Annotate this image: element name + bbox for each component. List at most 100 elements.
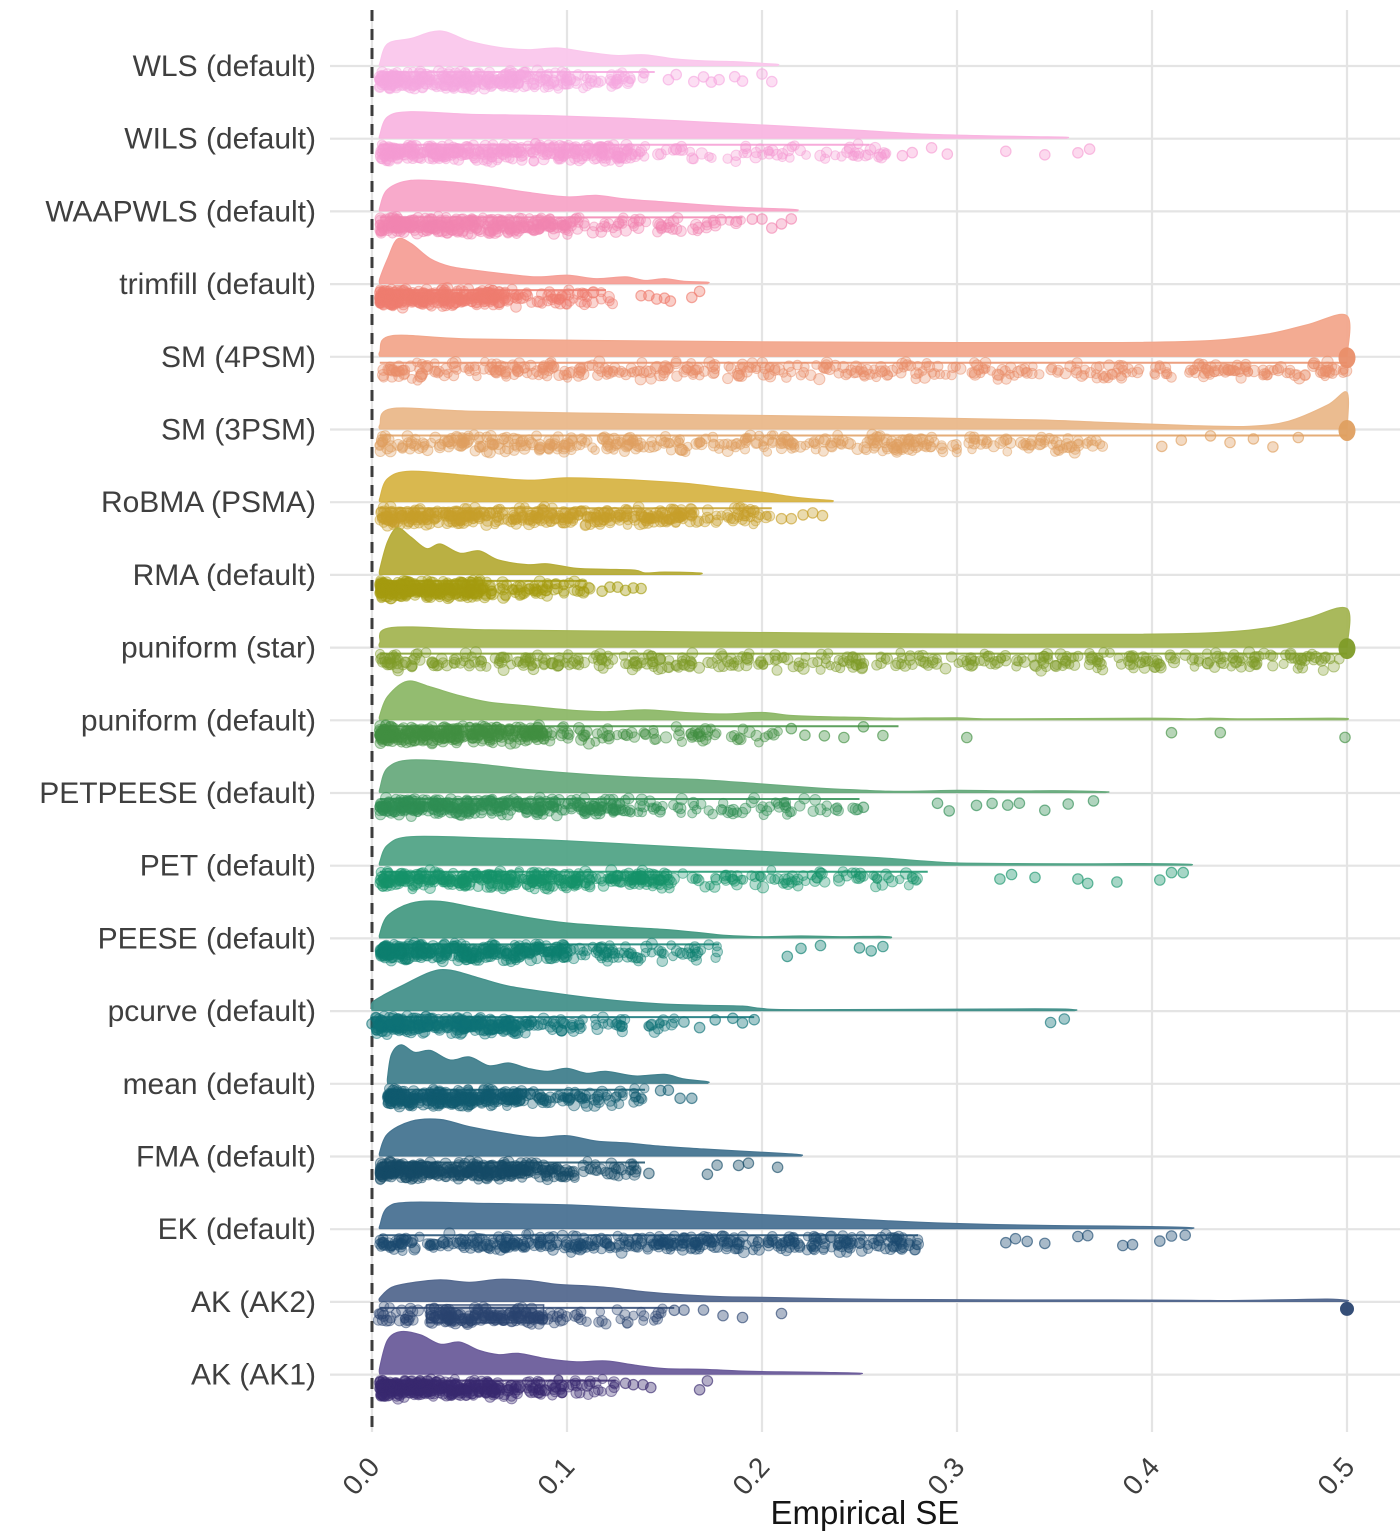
data-point (394, 582, 405, 593)
data-point (878, 437, 891, 449)
data-point (576, 798, 587, 809)
data-point (482, 214, 495, 226)
data-point (743, 725, 756, 739)
y-axis-label: SM (3PSM) (161, 414, 316, 447)
data-point (730, 441, 741, 453)
data-point (984, 657, 997, 670)
outlier-point (857, 801, 870, 814)
data-point (551, 660, 564, 672)
data-point (607, 365, 619, 376)
data-point (807, 657, 819, 669)
data-point (499, 286, 511, 298)
density-shape (378, 179, 799, 212)
data-point (527, 663, 540, 676)
data-point (1155, 661, 1167, 674)
data-point (570, 145, 581, 156)
data-point (493, 152, 504, 164)
data-point (457, 731, 469, 743)
data-point (378, 581, 391, 594)
data-point (398, 294, 411, 307)
data-point (477, 291, 490, 304)
data-point (754, 737, 764, 748)
data-point (501, 431, 512, 443)
data-point (766, 430, 777, 441)
data-point (499, 804, 511, 815)
data-point (375, 227, 386, 238)
data-point (478, 362, 490, 375)
points-group (374, 646, 1345, 677)
data-point (675, 225, 687, 237)
data-point (562, 373, 573, 383)
data-point (947, 439, 959, 452)
data-point (380, 720, 391, 731)
density-shape (378, 391, 1350, 430)
y-axis-label: WAAPWLS (default) (45, 195, 316, 228)
data-point (600, 656, 612, 667)
data-point (652, 879, 663, 890)
outlier-point (785, 213, 798, 225)
outlier-point (785, 512, 798, 525)
data-point (961, 655, 972, 666)
data-point (904, 650, 916, 662)
data-point (862, 149, 874, 161)
density-shape (378, 527, 703, 575)
data-point (481, 510, 493, 522)
data-point (442, 800, 454, 812)
data-point (414, 583, 426, 596)
data-point (921, 361, 931, 371)
data-point (773, 801, 785, 813)
data-point (428, 660, 440, 672)
data-point (454, 576, 465, 587)
data-point (1056, 652, 1069, 665)
data-point (510, 145, 523, 158)
data-point (557, 517, 570, 529)
data-point (491, 730, 504, 743)
data-point (1307, 359, 1320, 372)
outlier-point (775, 512, 788, 525)
data-point (866, 428, 879, 441)
data-point (440, 300, 452, 312)
data-point (457, 517, 470, 529)
data-point (603, 150, 615, 161)
data-point (652, 664, 664, 676)
data-point (509, 361, 519, 372)
data-point (1086, 435, 1097, 446)
data-point (688, 507, 700, 518)
data-point (623, 806, 634, 817)
data-point (573, 154, 585, 167)
data-point (540, 725, 553, 739)
data-point (519, 363, 530, 374)
data-point (543, 68, 554, 79)
data-point (533, 791, 546, 804)
data-point (526, 218, 539, 231)
data-point (681, 361, 694, 374)
data-point (690, 516, 703, 528)
data-point (717, 650, 728, 662)
data-point (504, 737, 517, 750)
data-point (424, 299, 435, 311)
data-point (733, 512, 744, 523)
data-point (753, 659, 764, 670)
row-puniform-default- (373, 680, 1351, 750)
data-point (1026, 367, 1038, 380)
data-point (440, 212, 452, 223)
outlier-point (877, 729, 889, 742)
data-point (376, 69, 387, 81)
data-point (547, 227, 560, 240)
data-point (711, 514, 724, 527)
data-point (1240, 361, 1251, 373)
data-point (921, 439, 932, 450)
data-point (966, 367, 978, 378)
data-point (692, 221, 705, 235)
data-point (665, 445, 677, 456)
data-point (408, 82, 421, 95)
data-point (737, 362, 748, 373)
outlier-point (1083, 143, 1096, 155)
data-point (1205, 361, 1217, 373)
data-point (449, 505, 460, 517)
data-point (714, 444, 724, 454)
data-point (939, 662, 952, 675)
data-point (1080, 364, 1090, 375)
row-trimfill-default- (373, 237, 710, 314)
